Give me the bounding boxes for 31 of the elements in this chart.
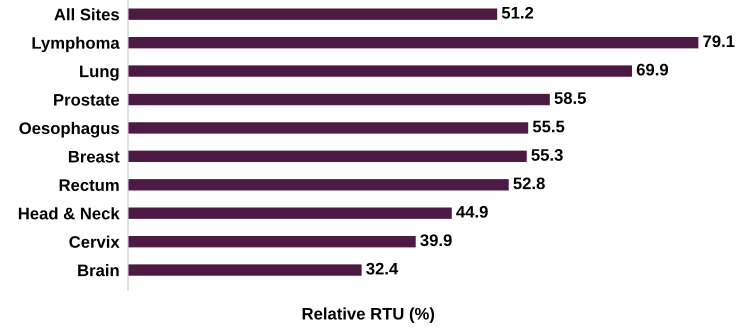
bar <box>128 8 498 20</box>
data-label: 55.5 <box>532 120 564 132</box>
bar <box>128 150 527 162</box>
y-tick-label: Lymphoma <box>32 36 120 52</box>
y-tick-label: Breast <box>68 150 120 163</box>
data-label: 58.5 <box>554 92 586 104</box>
data-label: 79.1 <box>703 35 735 48</box>
y-tick-label: Brain <box>78 264 119 276</box>
bar <box>128 122 528 134</box>
data-label: 55.3 <box>531 149 563 161</box>
y-tick-label: Cervix <box>69 236 120 248</box>
bar <box>128 264 362 276</box>
data-label: 69.9 <box>636 64 668 76</box>
data-label: 44.9 <box>456 206 488 218</box>
y-tick-label: Rectum <box>60 179 119 192</box>
y-tick-label: Head & Neck <box>18 207 120 220</box>
data-label: 52.8 <box>513 177 545 190</box>
bar <box>128 208 452 219</box>
data-label: 39.9 <box>420 234 452 246</box>
data-label: 32.4 <box>366 262 398 275</box>
data-label: 51.2 <box>502 6 534 19</box>
bar <box>128 36 698 48</box>
y-tick-label: Prostate <box>54 94 120 106</box>
y-tick-label: All Sites <box>54 8 119 20</box>
y-tick-label: Lung <box>80 66 119 81</box>
bar <box>128 179 509 190</box>
bar <box>128 236 416 248</box>
bar <box>128 65 632 77</box>
x-axis-title: Relative RTU (%) <box>302 307 434 323</box>
bar <box>128 94 550 106</box>
y-tick-label: Oesophagus <box>19 122 119 138</box>
